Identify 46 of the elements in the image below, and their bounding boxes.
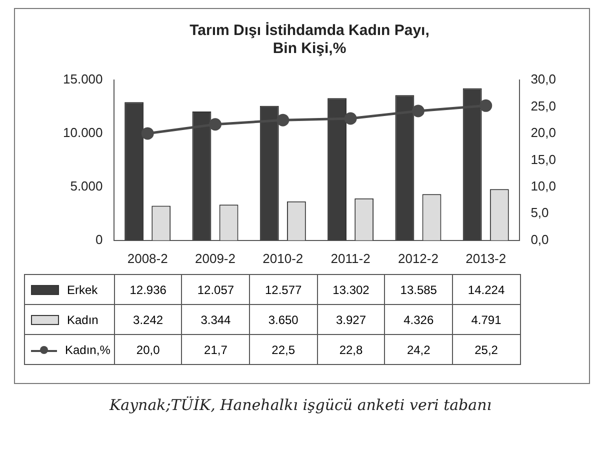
data-label: 25,2: [452, 334, 520, 364]
y2-tick-label: 30,0: [530, 72, 556, 87]
data-label: 3.650: [250, 304, 318, 334]
data-label: 21,7: [182, 334, 250, 364]
data-label: 22,8: [317, 334, 385, 364]
y-tick-label: 0: [96, 232, 103, 247]
point: [208, 118, 222, 131]
y2-tick-label: 25,0: [530, 98, 556, 114]
data-label: 4.326: [384, 304, 452, 334]
point: [412, 104, 424, 118]
point: [480, 99, 492, 112]
legend-label: Kadın,%: [24, 334, 114, 364]
y2-tick-label: 15,0: [530, 152, 556, 167]
data-label: 12.936: [114, 274, 182, 304]
y2-tick-label: 20,0: [530, 125, 556, 140]
point: [141, 127, 154, 140]
data-label: 4.791: [452, 304, 520, 334]
data-label: 12.577: [250, 274, 318, 304]
y-tick-label: 15.000: [62, 72, 103, 87]
legend-label: Kadın: [24, 304, 114, 334]
y2-tick-label: 5,0: [530, 205, 549, 220]
data-label: 13.585: [384, 274, 452, 304]
x-tick-label: 2008-2: [127, 250, 168, 266]
data-label: 3.344: [182, 304, 250, 334]
legend-label: Erkek: [24, 274, 114, 304]
y-tick-label: 10.000: [62, 125, 103, 140]
data-label: 14.224: [452, 274, 520, 304]
y2-tick-label: 0,0: [530, 232, 549, 247]
data-label: 24,2: [384, 334, 452, 364]
text: Kaynak;TÜİK, Hanehalkı işgücü anketi veri tabanı: [108, 396, 493, 414]
x-tick-label: 2010-2: [262, 250, 304, 266]
x-tick-label: 2009-2: [195, 250, 236, 266]
data-label: 3.927: [317, 304, 385, 334]
x-tick-label: 2012-2: [398, 250, 438, 266]
data-label: 20,0: [114, 334, 182, 364]
y2-tick-label: 10,0: [530, 178, 556, 194]
point: [276, 114, 290, 126]
data-label: 3.242: [114, 304, 182, 334]
chart-title: Tarım Dışı İstihdamda Kadın Payı, Bin Kişi,%: [190, 22, 430, 58]
x-tick-label: 2013-2: [466, 250, 506, 266]
point: [344, 112, 357, 125]
data-label: 12.057: [182, 274, 250, 304]
data-label: 13.302: [317, 274, 385, 304]
x-tick-label: 2011-2: [330, 250, 370, 266]
y-tick-label: 5.000: [70, 178, 103, 194]
data-label: 22,5: [250, 334, 318, 364]
